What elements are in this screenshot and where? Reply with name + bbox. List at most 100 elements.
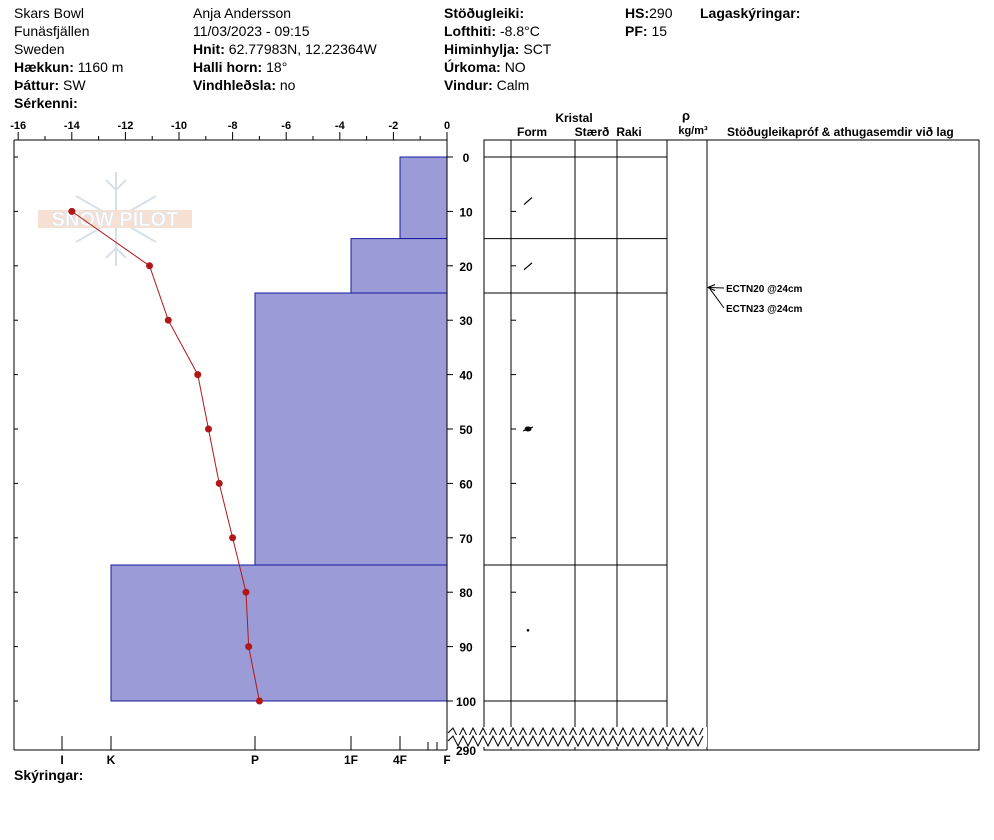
depth-tick-label: 10	[459, 205, 473, 219]
elevation-row: Hækkun: 1160 m	[14, 58, 123, 76]
sky-row: Himinhylja: SCT	[444, 40, 551, 58]
hardness-tick-label: 1F	[344, 753, 358, 767]
region-name: Funäsfjällen	[14, 23, 90, 39]
sky-value: SCT	[523, 41, 552, 57]
hardness-bar	[350, 238, 448, 294]
precip-value: NO	[504, 59, 526, 75]
location-name: Skars Bowl	[14, 5, 85, 21]
notes-block: Skýringar:	[14, 766, 83, 784]
temp-tick-label: -12	[117, 120, 133, 132]
temp-tick-label: -4	[335, 120, 346, 132]
hardness-bar	[399, 156, 448, 240]
temperature-point	[194, 371, 202, 379]
tests-header: Stöðugleikapróf & athugasemdir við lag	[727, 125, 954, 139]
temperature-point	[229, 534, 237, 542]
hardness-tick-label: P	[251, 753, 259, 767]
air-temp-value: -8.8°C	[499, 23, 540, 39]
location-block: Skars Bowl Funäsfjällen Sweden Hækkun: 1…	[14, 4, 123, 112]
grain-form-decomposing-icon	[523, 197, 533, 205]
observation-datetime: 11/03/2023 - 09:15	[193, 23, 310, 39]
slope-label: Halli horn:	[193, 59, 263, 75]
coords-label: Hnit:	[193, 41, 225, 57]
hardness-tick-label: F	[443, 753, 450, 767]
depth-tick-label: 50	[459, 423, 473, 437]
observer-block: Anja Andersson 11/03/2023 - 09:15 Hnit: …	[193, 4, 377, 94]
temp-tick-label: -10	[171, 120, 187, 132]
specifics-row: Sérkenni:	[14, 94, 123, 112]
grain-form-decomposing-icon	[523, 262, 533, 271]
temp-tick-label: -8	[228, 120, 238, 132]
notes-label: Skýringar:	[14, 767, 84, 783]
pf-row: PF: 15	[625, 22, 672, 40]
temp-tick-label: 0	[444, 120, 450, 132]
depth-tick-label: 0	[463, 151, 470, 165]
depth-tick-label: 40	[459, 369, 473, 383]
wind-row: Vindur: Calm	[444, 76, 551, 94]
specifics-label: Sérkenni:	[14, 95, 78, 111]
hs-value: 290	[649, 5, 673, 21]
temperature-point	[215, 479, 223, 487]
temp-tick-label: -2	[389, 120, 399, 132]
observer-name: Anja Andersson	[193, 5, 292, 21]
hs-row: HS:290	[625, 4, 672, 22]
temperature-line	[71, 210, 260, 702]
density-unit-header: kg/m³	[678, 125, 708, 137]
temperature-point	[242, 588, 250, 596]
aspect-value: SW	[63, 77, 86, 93]
temperature-point	[255, 697, 263, 705]
wind-loading-row: Vindhleðsla: no	[193, 76, 377, 94]
stability-test-pointer	[708, 287, 725, 309]
country-name: Sweden	[14, 41, 65, 57]
wind-loading-label: Vindhleðsla:	[193, 77, 276, 93]
temperature-point	[245, 643, 253, 651]
stability-test-arrowhead	[706, 284, 716, 292]
hardness-tick-label: I	[60, 753, 63, 767]
coords-value: 62.77983N, 12.22364W	[228, 41, 377, 57]
size-header: Stærð	[575, 125, 610, 139]
hardness-tick-label: K	[107, 753, 116, 767]
axis-break-zigzag	[447, 734, 704, 748]
temp-tick-label: -16	[10, 120, 26, 132]
watermark-text: SNOW PILOT	[52, 209, 179, 231]
air-temp-label: Lofthiti:	[444, 23, 497, 39]
stability-label: Stöðugleiki:	[444, 5, 525, 21]
depth-bottom-label: 290	[456, 744, 476, 758]
hardness-bar	[254, 292, 448, 566]
aspect-row: Þáttur: SW	[14, 76, 123, 94]
air-temp-row: Lofthiti: -8.8°C	[444, 22, 551, 40]
crystal-header: Kristal	[555, 111, 592, 125]
density-symbol-header: ρ	[682, 108, 690, 123]
temperature-point	[204, 425, 212, 433]
axis-break-zigzag	[447, 726, 704, 740]
stability-test-label: ECTN20 @24cm	[726, 284, 803, 295]
temperature-point	[146, 262, 154, 270]
snow-pilot-watermark: SNOW PILOT	[38, 172, 192, 266]
layer-table-frame	[483, 139, 980, 751]
wind-loading-value: no	[279, 77, 296, 93]
form-header: Form	[517, 125, 547, 139]
pf-label: PF:	[625, 23, 648, 39]
layer-notes-block: Lagaskýringar:	[700, 4, 800, 22]
pf-value: 15	[651, 23, 668, 39]
wetness-header: Raki	[616, 125, 641, 139]
elevation-value: 1160 m	[77, 59, 124, 75]
grain-form-melt-icon	[522, 426, 534, 432]
aspect-label: Þáttur:	[14, 77, 60, 93]
hs-label: HS:	[625, 5, 650, 21]
precip-label: Úrkoma:	[444, 59, 501, 75]
precip-row: Úrkoma: NO	[444, 58, 551, 76]
temperature-point	[164, 316, 172, 324]
depth-tick-label: 20	[459, 260, 473, 274]
slope-row: Halli horn: 18°	[193, 58, 377, 76]
temp-tick-label: -14	[64, 120, 81, 132]
coords-row: Hnit: 62.77983N, 12.22364W	[193, 40, 377, 58]
layer-notes-label: Lagaskýringar:	[700, 5, 801, 21]
stability-test-label: ECTN23 @24cm	[726, 304, 803, 315]
hardness-bar	[110, 564, 448, 702]
elevation-label: Hækkun:	[14, 59, 74, 75]
hardness-tick-label: 4F	[393, 753, 407, 767]
depth-tick-label: 80	[459, 586, 473, 600]
depth-tick-label: 30	[459, 314, 473, 328]
wind-label: Vindur:	[444, 77, 493, 93]
